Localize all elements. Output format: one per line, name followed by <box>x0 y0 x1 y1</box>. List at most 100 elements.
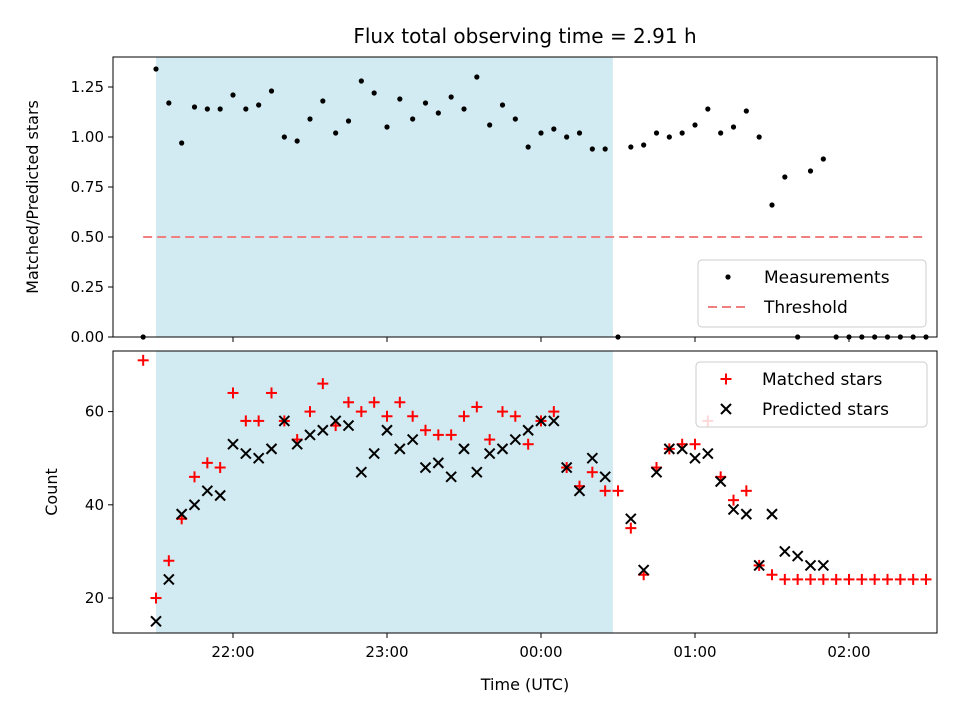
x-tick-label: 00:00 <box>519 643 562 661</box>
predicted-star-point <box>278 415 291 427</box>
bottom-legend: Matched stars Predicted stars <box>695 361 928 428</box>
matched-star-point <box>689 438 701 450</box>
predicted-star-point <box>766 508 778 520</box>
measurement-point <box>525 144 531 150</box>
predicted-star-point <box>342 419 355 432</box>
matched-star-point <box>522 438 534 450</box>
predicted-star-point <box>727 503 740 516</box>
matched-star-point <box>458 410 470 422</box>
predicted-star-point <box>535 415 547 427</box>
measurement-point <box>435 110 441 116</box>
predicted-star-point <box>406 433 419 446</box>
legend-label: Measurements <box>764 268 890 288</box>
predicted-star-point <box>740 508 753 520</box>
matched-star-point <box>317 378 329 390</box>
measurement-point <box>538 130 544 136</box>
measurement-point <box>191 104 198 110</box>
y-tick-label: 0.00 <box>71 328 104 346</box>
measurement-point <box>461 106 467 112</box>
matched-star-point <box>420 424 431 436</box>
matched-star-point <box>471 401 483 413</box>
matched-star-point <box>240 415 252 427</box>
measurement-point <box>743 108 749 114</box>
predicted-star-point <box>163 573 175 586</box>
measurement-point <box>448 94 454 100</box>
measurement-point <box>268 88 275 94</box>
measurement-point <box>653 130 660 136</box>
x-axis-label: Time (UTC) <box>480 675 569 694</box>
predicted-star-point <box>817 559 830 572</box>
measurement-point <box>692 122 698 128</box>
predicted-star-point <box>355 466 368 478</box>
predicted-star-point <box>548 415 560 427</box>
matched-star-point <box>509 410 521 422</box>
measurement-point <box>615 334 621 340</box>
measurement-point <box>217 106 223 112</box>
matched-star-point <box>805 573 816 585</box>
observing-window-layer <box>156 57 613 633</box>
matched-star-point <box>445 429 457 441</box>
matched-star-point <box>432 429 444 441</box>
predicted-star-point <box>689 452 701 464</box>
matched-star-point <box>728 494 739 506</box>
predicted-star-point <box>573 485 586 497</box>
measurement-point <box>371 90 377 96</box>
matched-star-point <box>843 573 855 585</box>
matched-star-point <box>856 573 868 585</box>
predicted-star-point <box>432 457 445 469</box>
measurement-point <box>166 100 172 106</box>
predicted-star-point <box>214 489 226 502</box>
measurement-point <box>564 134 570 140</box>
measurement-point <box>345 118 352 124</box>
predicted-star-point <box>804 559 817 572</box>
measurement-point <box>140 334 146 340</box>
predicted-star-point <box>509 433 522 446</box>
predicted-star-point <box>265 443 278 455</box>
observing-window-shade <box>156 57 613 337</box>
y-tick-label: 1.00 <box>71 128 104 146</box>
matched-star-point <box>266 387 277 399</box>
measurement-point <box>602 146 608 152</box>
matched-star-point <box>137 354 149 366</box>
predicted-star-point <box>419 461 432 474</box>
measurement-point <box>551 126 557 132</box>
y-tick-label: 0.50 <box>71 228 104 246</box>
matched-star-point <box>343 396 354 408</box>
measurement-point <box>474 74 480 80</box>
measurement-point <box>333 130 339 136</box>
measurement-point <box>730 124 737 130</box>
measurement-point <box>897 334 903 340</box>
y-tick-label: 20 <box>85 589 104 607</box>
measurement-point <box>782 174 788 180</box>
predicted-star-point <box>702 447 714 460</box>
measurement-point <box>230 92 236 98</box>
measurement-point <box>153 66 159 72</box>
measurement-point <box>358 78 364 84</box>
matched-star-point <box>817 573 829 585</box>
top-legend: Measurements Threshold <box>697 259 927 328</box>
y-tick-label: 0.75 <box>71 178 104 196</box>
measurement-point <box>307 116 313 122</box>
measurement-point <box>576 130 583 136</box>
measurement-point <box>833 334 839 340</box>
measurement-point <box>705 106 711 112</box>
measurement-point <box>397 96 403 102</box>
matched-star-point <box>368 396 380 408</box>
matched-star-point <box>214 462 226 474</box>
matched-star-point <box>830 573 842 585</box>
legend-swatch <box>720 403 732 415</box>
top-plot-frame <box>112 56 938 338</box>
chart-title: Flux total observing time = 2.91 h <box>353 24 696 48</box>
x-tick-label: 23:00 <box>365 643 408 661</box>
measurement-point <box>294 138 300 144</box>
y-tick-label: 1.25 <box>71 78 104 96</box>
predicted-star-point <box>714 475 727 488</box>
x-tick-label: 02:00 <box>827 643 870 661</box>
measurement-point <box>769 202 775 208</box>
measurement-point <box>910 334 916 340</box>
marks-layer <box>137 66 932 628</box>
measurement-point <box>884 334 891 340</box>
predicted-star-point <box>201 485 214 497</box>
matched-star-point <box>150 592 162 604</box>
measurement-point <box>320 98 326 104</box>
